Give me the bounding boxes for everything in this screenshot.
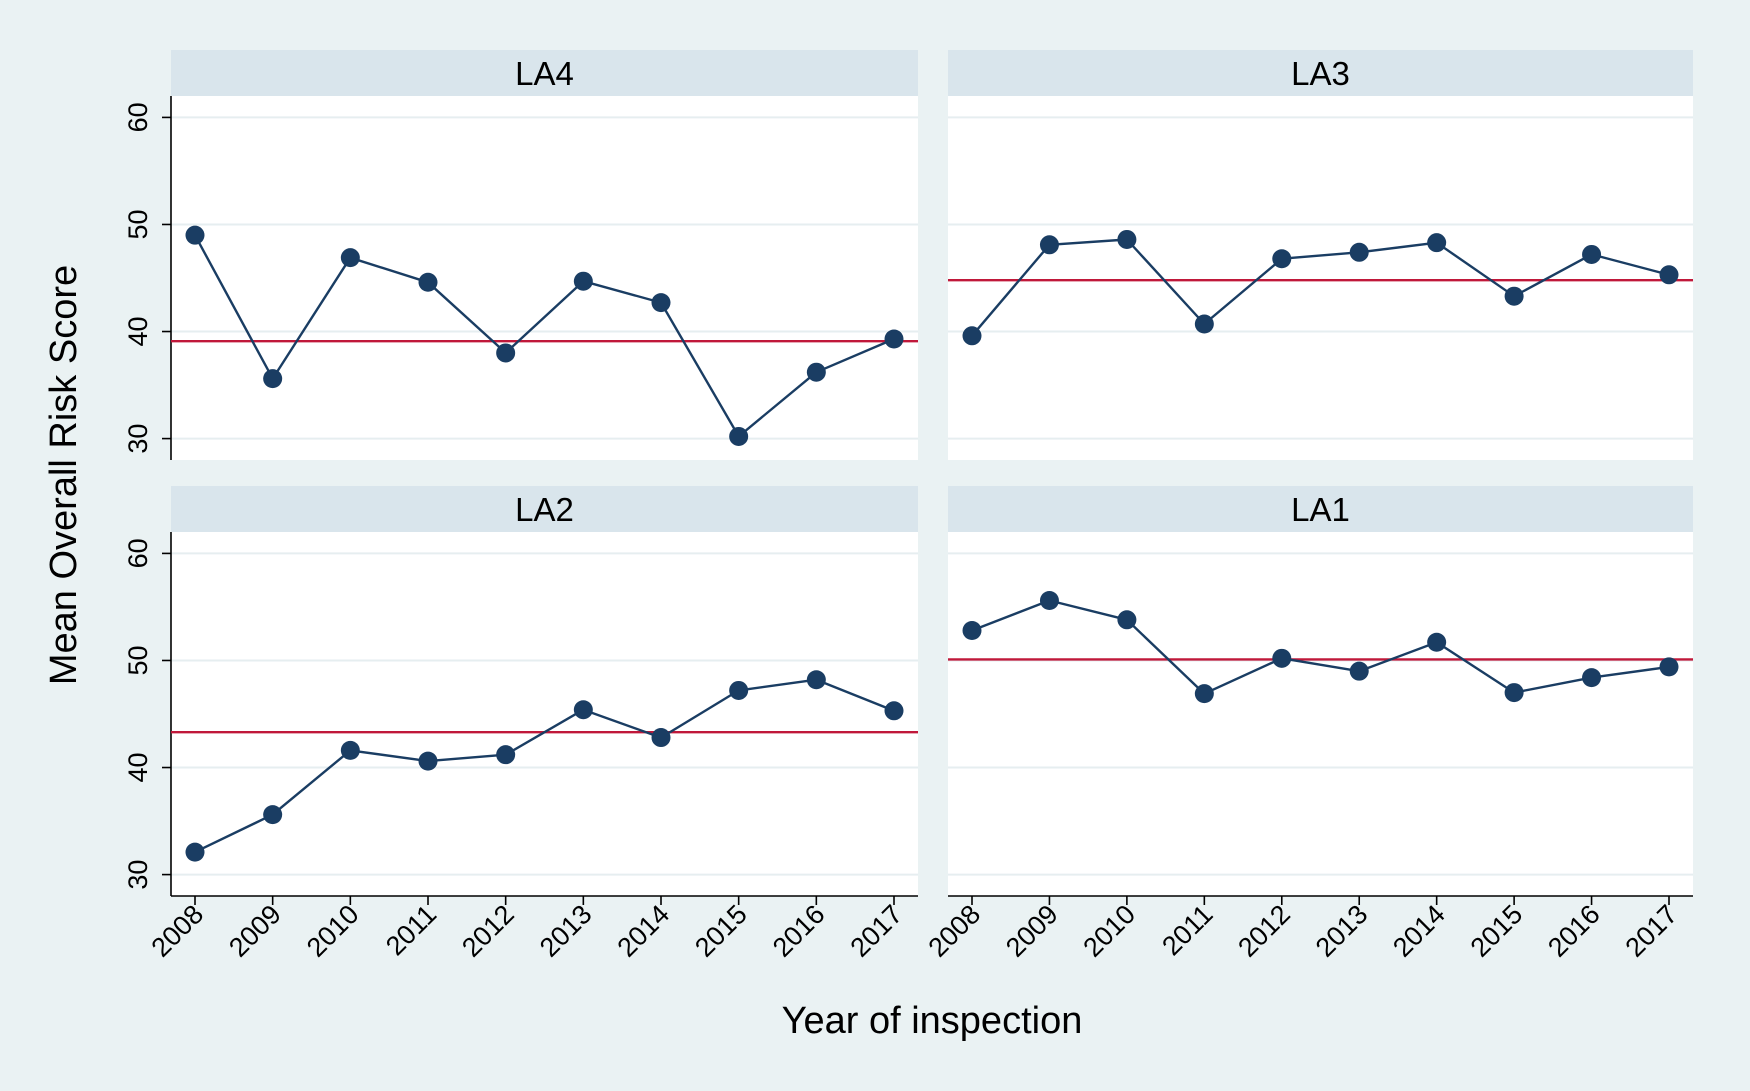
panel-title-la4: LA4 (515, 55, 574, 92)
panel-title-la1: LA1 (1291, 491, 1350, 528)
data-point-la3-2010 (1117, 229, 1137, 249)
data-point-la2-2008 (185, 842, 205, 862)
panel-title-la3: LA3 (1291, 55, 1350, 92)
data-point-la1-2016 (1582, 668, 1602, 688)
data-point-la3-2016 (1582, 244, 1602, 264)
data-point-la2-2014 (651, 728, 671, 748)
data-point-la2-2009 (263, 805, 283, 825)
data-point-la2-2017 (884, 701, 904, 721)
plot-area-la3 (948, 96, 1693, 460)
x-tick-label: 2016 (1542, 899, 1606, 963)
x-tick-label: 2010 (301, 899, 365, 963)
panel-strip-la1 (948, 486, 1693, 532)
x-tick-label: 2017 (1620, 899, 1684, 963)
data-point-la2-2011 (418, 751, 438, 771)
x-tick-label: 2011 (1156, 899, 1218, 961)
y-tick-label: 60 (123, 538, 153, 568)
data-point-la1-2010 (1117, 610, 1137, 630)
x-tick-label: 2014 (1387, 899, 1451, 963)
data-point-la4-2017 (884, 329, 904, 349)
x-tick-label: 2009 (223, 899, 287, 963)
y-tick-label: 30 (123, 424, 153, 454)
series-line-la4 (193, 234, 895, 438)
data-point-la3-2009 (1039, 235, 1059, 255)
data-point-la2-2015 (729, 680, 749, 700)
x-tick-label: 2013 (1310, 899, 1374, 963)
data-point-la3-2015 (1504, 286, 1524, 306)
data-point-la1-2015 (1504, 683, 1524, 703)
y-tick-label: 50 (123, 209, 153, 239)
y-tick-label: 40 (123, 753, 153, 783)
x-tick-label: 2017 (845, 899, 909, 963)
panel-strip-la3 (948, 50, 1693, 96)
data-point-la3-2008 (962, 326, 982, 346)
x-tick-label: 2008 (146, 899, 210, 963)
panel-title-la2: LA2 (515, 491, 574, 528)
x-tick-label: 2011 (380, 899, 442, 961)
x-tick-label: 2013 (534, 899, 598, 963)
series-line-la1 (971, 599, 1670, 695)
y-tick-label: 40 (123, 317, 153, 347)
x-tick-label: 2012 (456, 899, 520, 963)
data-point-la1-2011 (1194, 684, 1214, 704)
x-axis-title: Year of inspection (782, 1000, 1083, 1042)
data-point-la2-2016 (806, 670, 826, 690)
data-point-la1-2013 (1349, 661, 1369, 681)
x-tick-label: 2010 (1077, 899, 1141, 963)
panel-strip-la2 (171, 486, 918, 532)
data-point-la3-2014 (1427, 233, 1447, 253)
series-line-la3 (971, 238, 1670, 337)
y-tick-label: 60 (123, 102, 153, 132)
data-point-la2-2010 (340, 740, 360, 760)
data-point-la4-2008 (185, 225, 205, 245)
panel-strip-la4 (171, 50, 918, 96)
x-tick-label: 2015 (1465, 899, 1529, 963)
x-tick-label: 2016 (767, 899, 831, 963)
data-point-la1-2009 (1039, 591, 1059, 611)
data-point-la4-2012 (496, 343, 516, 363)
x-tick-label: 2009 (1000, 899, 1064, 963)
data-point-la1-2012 (1272, 648, 1292, 668)
data-point-la4-2011 (418, 272, 438, 292)
x-tick-label: 2015 (689, 899, 753, 963)
plot-area-la1 (948, 532, 1693, 896)
data-point-la3-2012 (1272, 249, 1292, 269)
data-point-la4-2010 (340, 248, 360, 268)
data-point-la4-2009 (263, 369, 283, 389)
data-point-la4-2014 (651, 293, 671, 313)
data-point-la2-2012 (496, 745, 516, 765)
data-point-la4-2016 (806, 362, 826, 382)
data-point-la4-2015 (729, 426, 749, 446)
y-tick-label: 30 (123, 860, 153, 890)
plot-area-la2 (171, 532, 918, 896)
x-tick-label: 2012 (1232, 899, 1296, 963)
x-tick-label: 2014 (612, 899, 676, 963)
series-line-la2 (194, 678, 895, 854)
y-axis-title: Mean Overall Risk Score (43, 265, 85, 685)
y-tick-label: 50 (123, 645, 153, 675)
data-point-la2-2013 (573, 700, 593, 720)
x-tick-label: 2008 (923, 899, 987, 963)
data-point-la3-2017 (1659, 265, 1679, 285)
plot-area-la4 (171, 96, 918, 460)
data-point-la1-2014 (1427, 632, 1447, 652)
data-point-la3-2011 (1194, 314, 1214, 334)
data-point-la4-2013 (573, 271, 593, 291)
data-point-la1-2008 (962, 620, 982, 640)
data-point-la1-2017 (1659, 657, 1679, 677)
data-point-la3-2013 (1349, 242, 1369, 262)
